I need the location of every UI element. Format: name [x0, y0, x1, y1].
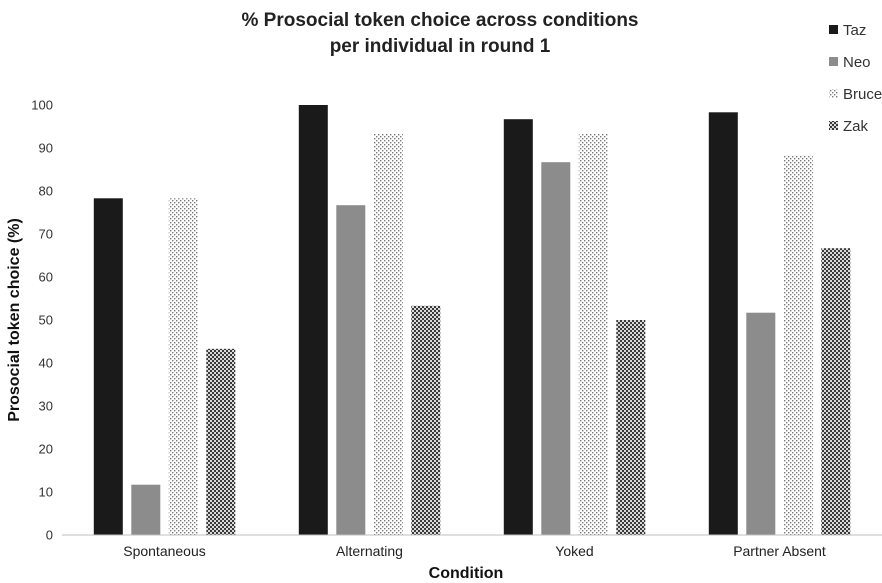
- y-tick-label: 30: [39, 399, 53, 414]
- bar-bruce-alternating: [373, 133, 403, 536]
- legend-swatch-bruce: [829, 89, 838, 98]
- legend-label-zak: Zak: [843, 118, 869, 135]
- bar-taz-alternating: [298, 105, 328, 535]
- x-category-label: Spontaneous: [123, 543, 206, 559]
- bar-neo-spontaneous: [131, 484, 161, 535]
- legend: Taz Neo Bruce Zak: [829, 22, 882, 135]
- legend-swatch-zak: [829, 121, 838, 130]
- bar-zak-yoked: [616, 320, 646, 535]
- y-tick-label: 100: [31, 98, 53, 113]
- y-tick-label: 70: [39, 227, 53, 242]
- legend-label-bruce: Bruce: [843, 86, 882, 103]
- y-tick-label: 50: [39, 313, 53, 328]
- chart-title-line2: per individual in round 1: [330, 36, 551, 57]
- legend-label-taz: Taz: [843, 22, 866, 39]
- bar-zak-partner-absent: [821, 248, 851, 535]
- y-tick-label: 10: [39, 485, 53, 500]
- y-tick-label: 40: [39, 356, 53, 371]
- bar-bruce-partner-absent: [783, 155, 813, 536]
- legend-swatch-taz: [829, 25, 838, 34]
- bar-taz-yoked: [503, 119, 533, 535]
- legend-label-neo: Neo: [843, 54, 871, 71]
- bar-taz-spontaneous: [93, 198, 123, 536]
- bar-bruce-yoked: [578, 133, 608, 536]
- legend-swatch-neo: [829, 57, 838, 66]
- x-category-label: Alternating: [336, 543, 403, 559]
- x-category-label: Partner Absent: [733, 543, 826, 559]
- bar-neo-partner-absent: [746, 312, 776, 535]
- y-axis-label: Prosocial token choice (%): [6, 218, 23, 422]
- y-tick-label: 80: [39, 184, 53, 199]
- y-axis-ticks: 0 10 20 30 40 50 60 70 80 90 100: [31, 98, 53, 543]
- y-tick-label: 90: [39, 141, 53, 156]
- bar-neo-yoked: [541, 162, 571, 535]
- bar-neo-alternating: [336, 205, 366, 535]
- bar-bruce-spontaneous: [168, 198, 198, 536]
- bar-zak-spontaneous: [206, 348, 236, 535]
- x-category-label: Yoked: [555, 543, 593, 559]
- y-tick-label: 20: [39, 442, 53, 457]
- x-axis-categories: Spontaneous Alternating Yoked Partner Absen…: [123, 543, 826, 559]
- bar-zak-alternating: [411, 305, 441, 535]
- y-tick-label: 60: [39, 270, 53, 285]
- chart-title-line1: % Prosocial token choice across conditio…: [241, 10, 638, 31]
- bar-taz-partner-absent: [708, 112, 738, 536]
- bars-group: [93, 105, 851, 536]
- x-axis-label: Condition: [429, 565, 504, 582]
- y-tick-label: 0: [46, 528, 53, 543]
